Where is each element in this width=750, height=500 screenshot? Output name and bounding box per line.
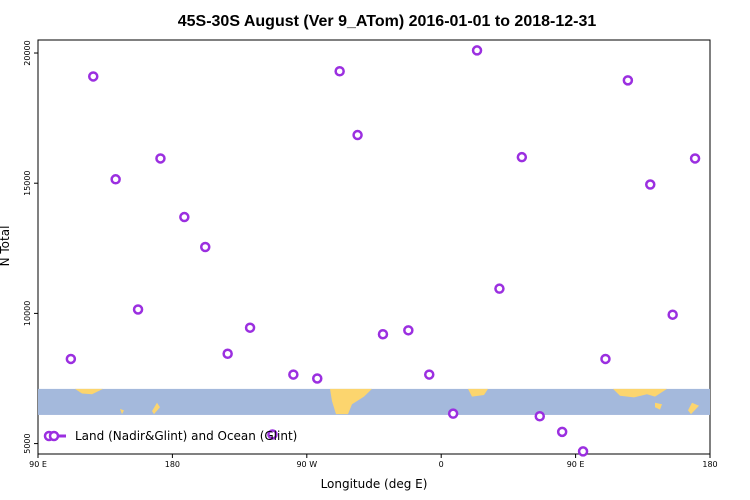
plot-frame xyxy=(37,39,711,455)
map-land-new-zealand-2 xyxy=(688,402,699,415)
data-point xyxy=(179,211,190,223)
data-point xyxy=(132,304,144,315)
map-ocean-band xyxy=(38,388,710,415)
map-land-africa xyxy=(468,388,488,397)
data-point xyxy=(377,328,389,340)
map-land-south-america xyxy=(330,388,372,415)
data-point xyxy=(65,353,77,365)
x-tick-label: 0 xyxy=(439,460,444,469)
y-tick-label: 10000 xyxy=(23,301,32,326)
data-point xyxy=(622,75,634,86)
x-tick-label: 90 W xyxy=(296,460,317,469)
legend-marker xyxy=(48,430,60,442)
data-point xyxy=(288,369,299,380)
data-point xyxy=(312,373,323,384)
y-axis: 5000 10000 15000 20000 xyxy=(23,40,38,454)
data-point xyxy=(494,283,505,294)
data-point xyxy=(244,322,256,333)
data-point xyxy=(352,129,363,141)
chart-title: 45S-30S August (Ver 9_ATom) 2016-01-01 t… xyxy=(178,13,597,30)
x-axis: 90 E 180 90 W 0 90 E 180 xyxy=(29,454,718,469)
world-map-inset xyxy=(38,388,710,415)
data-point xyxy=(88,71,99,82)
data-point xyxy=(645,179,656,190)
map-land-australia xyxy=(75,388,103,395)
data-point xyxy=(155,153,166,164)
x-tick-label: 90 E xyxy=(29,460,47,469)
data-point xyxy=(667,309,678,320)
legend: Land (Nadir&Glint) and Ocean (Glint) xyxy=(43,429,297,443)
map-land-shapes xyxy=(75,388,699,415)
data-point xyxy=(424,369,435,380)
data-point xyxy=(471,45,483,56)
map-land-australia-2 xyxy=(613,388,667,398)
data-point xyxy=(222,348,233,360)
data-point xyxy=(556,426,568,438)
map-land-tasmania xyxy=(655,402,662,410)
y-axis-label: N Total xyxy=(0,226,12,267)
data-point xyxy=(200,241,211,253)
data-points xyxy=(65,45,701,457)
data-point xyxy=(534,410,546,422)
x-axis-label: Longitude (deg E) xyxy=(321,477,428,491)
y-tick-label: 15000 xyxy=(23,170,32,195)
data-point xyxy=(334,65,345,77)
legend-label: Land (Nadir&Glint) and Ocean (Glint) xyxy=(75,429,297,443)
data-point xyxy=(447,408,459,419)
data-point xyxy=(516,151,528,163)
data-point xyxy=(110,174,121,185)
x-tick-label: 90 E xyxy=(567,460,585,469)
y-tick-label: 20000 xyxy=(23,40,32,65)
data-point xyxy=(689,153,701,164)
data-point xyxy=(600,353,611,365)
data-point xyxy=(267,429,278,440)
x-tick-label: 180 xyxy=(165,460,180,469)
map-land-new-zealand xyxy=(152,402,160,415)
x-tick-label: 180 xyxy=(702,460,717,469)
data-point xyxy=(403,325,414,336)
data-point xyxy=(577,446,589,457)
map-land-australia-tip xyxy=(120,408,124,415)
y-tick-label: 5000 xyxy=(23,433,32,453)
